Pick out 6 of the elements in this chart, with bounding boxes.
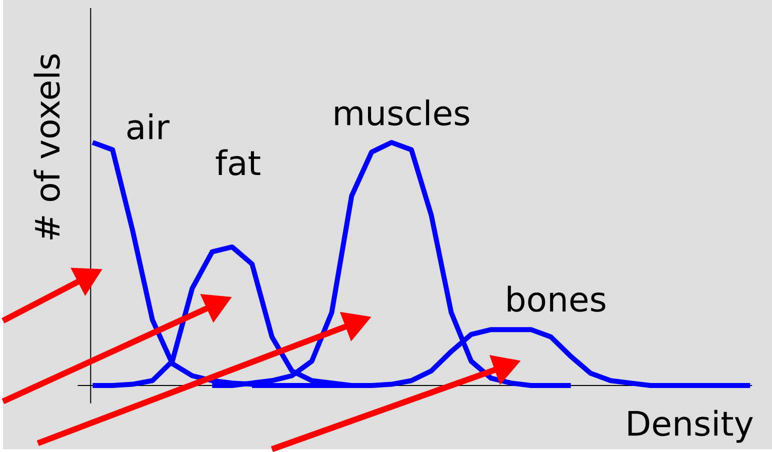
series-label: muscles: [335, 99, 470, 126]
y-axis-title: # of voxels: [34, 54, 60, 240]
x-axis-title: Density: [628, 410, 753, 443]
series-label: air: [127, 113, 170, 140]
text: fat: [216, 149, 260, 176]
series-label: bones: [508, 286, 606, 312]
